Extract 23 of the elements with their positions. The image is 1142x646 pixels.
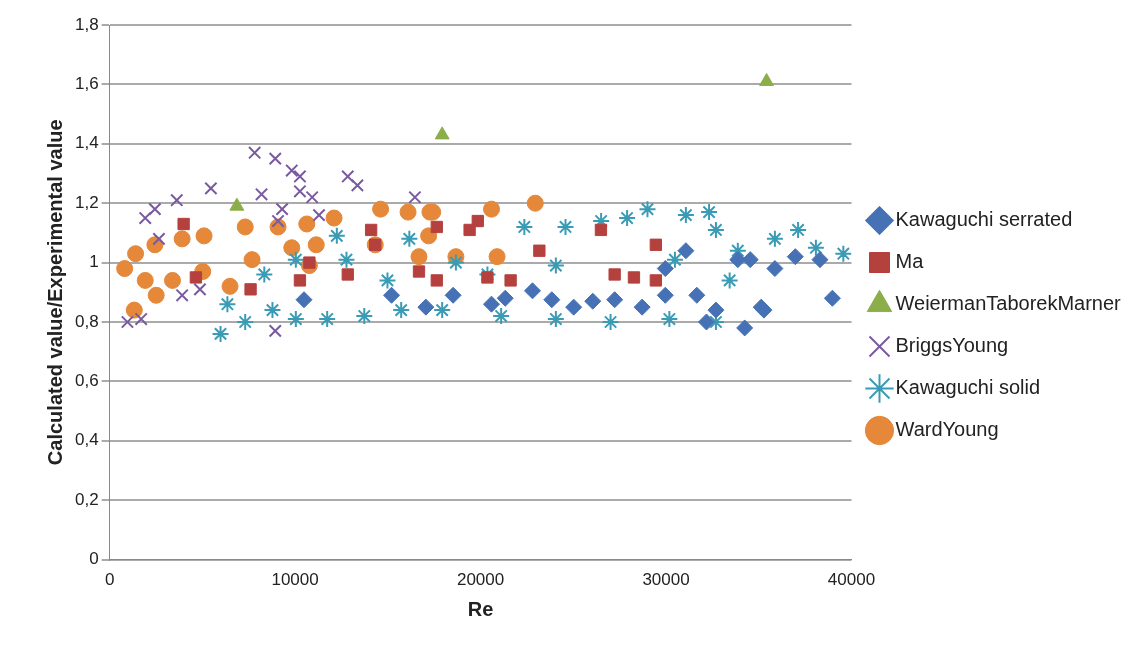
y-tick-label: 1,6 <box>74 74 99 94</box>
y-tick-label: 0,8 <box>74 311 99 331</box>
x-tick-label: 40000 <box>827 570 876 590</box>
x-tick-label: 20000 <box>456 570 505 590</box>
legend-label: WardYoung <box>895 418 999 441</box>
y-axis-title: Calculated value/Experimental value <box>43 119 66 466</box>
y-tick-label: 1,2 <box>74 192 99 212</box>
legend-label: BriggsYoung <box>895 334 1009 357</box>
x-tick-label: 30000 <box>642 570 690 590</box>
legend-label: Ma <box>895 250 925 273</box>
y-tick-label: 1 <box>89 252 99 272</box>
y-tick-label: 1,4 <box>74 133 99 153</box>
y-tick-label: 0,4 <box>74 430 99 450</box>
x-axis-title: Re <box>467 597 494 620</box>
y-tick-label: 0,6 <box>74 371 99 391</box>
x-tick-label: 10000 <box>271 570 319 590</box>
y-tick-label: 0,2 <box>74 489 99 509</box>
legend-label: WeiermanTaborekMarner <box>895 292 1122 315</box>
legend-label: Kawaguchi serrated <box>895 208 1073 231</box>
legend-label: Kawaguchi solid <box>895 376 1041 399</box>
y-tick-label: 0 <box>89 549 99 569</box>
x-tick-label: 0 <box>104 570 115 590</box>
y-tick-label: 1,8 <box>74 14 99 34</box>
